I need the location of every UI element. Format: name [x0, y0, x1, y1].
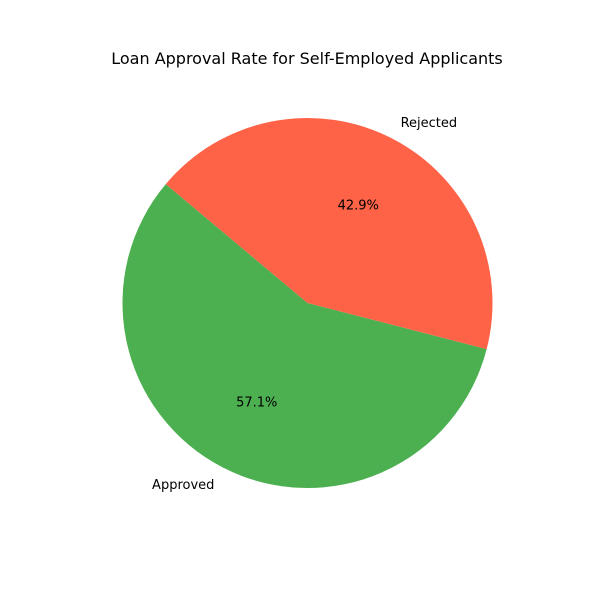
- chart-title: Loan Approval Rate for Self-Employed App…: [111, 49, 503, 68]
- slice-label-approved: Approved: [152, 478, 214, 493]
- pie-slice-rejected: [165, 117, 493, 350]
- slice-percent-rejected: 42.9%: [338, 198, 379, 213]
- pie-slices: [122, 117, 493, 488]
- pie-slice-approved: [122, 184, 487, 488]
- pie-labels: Approved 57.1% Rejected 42.9%: [152, 116, 457, 493]
- slice-percent-approved: 57.1%: [236, 396, 277, 411]
- slice-label-rejected: Rejected: [401, 116, 458, 131]
